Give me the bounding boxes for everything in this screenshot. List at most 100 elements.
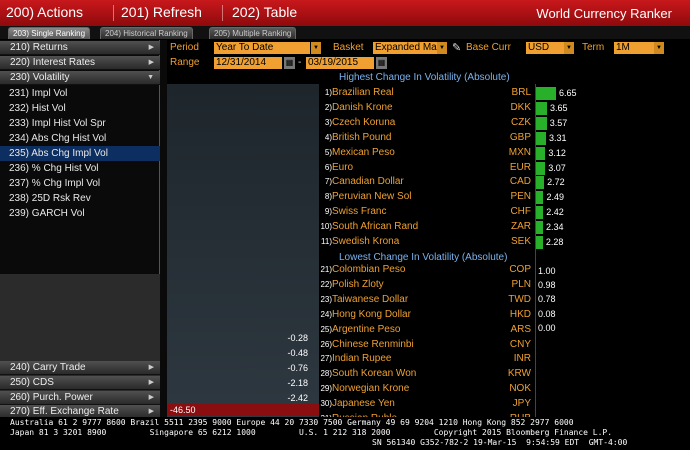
range-separator: - — [298, 57, 302, 68]
currency-code[interactable]: COP — [509, 264, 531, 275]
pencil-icon[interactable]: ✎ — [452, 42, 462, 54]
menu-item-pct-chg-hist-vol[interactable]: 236) % Chg Hist Vol — [9, 163, 99, 174]
menu-volatility[interactable]: 230) Volatility ▼ — [0, 71, 160, 85]
currency-code[interactable]: PEN — [510, 191, 531, 203]
currency-code[interactable]: ARS — [510, 323, 531, 335]
range-start-input[interactable]: 12/31/2014 — [214, 57, 282, 69]
currency-name[interactable]: Colombian Peso — [332, 264, 406, 275]
currency-code[interactable]: CHF — [510, 206, 531, 218]
chevron-down-icon[interactable]: ▼ — [564, 42, 574, 54]
basket-select[interactable]: Expanded Ma — [373, 42, 437, 54]
currency-name[interactable]: Japanese Yen — [332, 398, 395, 410]
base-currency-select[interactable]: USD — [526, 42, 564, 54]
chevron-down-icon[interactable]: ▼ — [311, 42, 321, 54]
refresh-button[interactable]: 201) Refresh — [121, 4, 202, 20]
chevron-right-icon: ▶ — [148, 408, 154, 415]
value-bar — [536, 87, 556, 100]
rank-number: 23) — [320, 294, 332, 304]
currency-code[interactable]: JPY — [512, 398, 531, 410]
currency-code[interactable]: BRL — [511, 87, 531, 98]
currency-code[interactable]: SEK — [510, 236, 531, 247]
currency-code[interactable]: PLN — [511, 278, 531, 290]
menu-item-25d-rsk-rev[interactable]: 238) 25D Rsk Rev — [9, 193, 91, 204]
value-label: -46.50 — [170, 405, 196, 415]
splitter[interactable] — [160, 40, 167, 417]
tab-bar: 203) Single Ranking 204) Historical Rank… — [0, 26, 690, 39]
menu-item-hist-vol[interactable]: 232) Hist Vol — [9, 103, 66, 114]
currency-name[interactable]: South African Rand — [332, 221, 419, 233]
currency-code[interactable]: TWD — [508, 293, 531, 305]
menu-item-impl-hist-vol-spr[interactable]: 233) Impl Hist Vol Spr — [9, 118, 106, 129]
value-bar — [536, 176, 545, 190]
tab-historical-ranking[interactable]: 204) Historical Ranking — [100, 27, 193, 39]
currency-code[interactable]: CZK — [511, 116, 531, 128]
currency-code[interactable]: DKK — [510, 101, 531, 113]
currency-name[interactable]: Swiss Franc — [332, 206, 387, 218]
value-label: 0.78 — [538, 294, 556, 305]
currency-name[interactable]: South Korean Won — [332, 368, 417, 380]
table-button[interactable]: 202) Table — [232, 4, 298, 20]
value-label: 2.42 — [546, 207, 564, 218]
rank-number: 4) — [324, 132, 332, 142]
menu-item-abs-chg-hist-vol[interactable]: 234) Abs Chg Hist Vol — [9, 133, 107, 144]
menu-purch-power[interactable]: 260) Purch. Power ▶ — [0, 391, 160, 405]
currency-code[interactable]: KRW — [507, 368, 531, 380]
menu-interest-rates[interactable]: 220) Interest Rates ▶ — [0, 56, 160, 70]
rank-number: 27) — [320, 354, 332, 364]
currency-code[interactable]: MXN — [508, 146, 531, 158]
currency-name[interactable]: Czech Koruna — [332, 116, 396, 128]
toolbar-divider — [222, 5, 223, 21]
currency-name[interactable]: Indian Rupee — [332, 353, 392, 365]
currency-name[interactable]: Hong Kong Dollar — [332, 308, 411, 320]
rank-number: 26) — [320, 339, 332, 349]
currency-code[interactable]: EUR — [509, 161, 531, 173]
currency-name[interactable]: Swedish Krona — [332, 236, 400, 247]
value-label: 0.00 — [538, 322, 556, 333]
footer: Australia 61 2 9777 8600 Brazil 5511 239… — [0, 417, 690, 450]
term-select[interactable]: 1M — [614, 42, 654, 54]
menu-item-pct-chg-impl-vol[interactable]: 237) % Chg Impl Vol — [9, 178, 101, 189]
menu-item-garch-vol[interactable]: 239) GARCH Vol — [9, 208, 85, 219]
menu-returns[interactable]: 210) Returns ▶ — [0, 41, 160, 55]
actions-button[interactable]: 200) Actions — [6, 4, 84, 20]
value-label: 3.31 — [548, 132, 567, 143]
currency-name[interactable]: Brazilian Real — [332, 87, 394, 98]
currency-name[interactable]: Peruvian New Sol — [332, 191, 412, 203]
chevron-down-icon[interactable]: ▼ — [654, 42, 664, 54]
rank-number: 2) — [324, 102, 332, 112]
value-label: 0.98 — [538, 280, 556, 291]
currency-name[interactable]: Chinese Renminbi — [332, 338, 414, 350]
tab-multiple-ranking[interactable]: 205) Multiple Ranking — [209, 27, 297, 39]
value-label: 1.00 — [538, 266, 556, 276]
currency-name[interactable]: Taiwanese Dollar — [332, 293, 409, 305]
currency-name[interactable]: Mexican Peso — [332, 146, 395, 158]
calendar-icon[interactable]: ▦ — [376, 57, 387, 69]
range-end-input[interactable]: 03/19/2015 — [306, 57, 374, 69]
menu-carry-trade[interactable]: 240) Carry Trade ▶ — [0, 361, 160, 375]
currency-name[interactable]: Euro — [332, 161, 354, 173]
value-label: 3.57 — [549, 117, 568, 128]
menu-item-impl-vol[interactable]: 231) Impl Vol — [9, 88, 68, 99]
calendar-icon[interactable]: ▦ — [284, 57, 295, 69]
currency-name[interactable]: Canadian Dollar — [332, 176, 404, 188]
currency-code[interactable]: GBP — [509, 131, 531, 143]
currency-code[interactable]: INR — [513, 353, 531, 365]
currency-code[interactable]: NOK — [509, 383, 531, 395]
currency-name[interactable]: British Pound — [332, 131, 392, 143]
currency-code[interactable]: ZAR — [511, 221, 531, 233]
currency-code[interactable]: CNY — [509, 338, 531, 350]
period-select[interactable]: Year To Date — [214, 42, 310, 54]
chevron-right-icon: ▶ — [148, 379, 154, 386]
currency-code[interactable]: HKD — [509, 308, 531, 320]
value-bar — [536, 206, 544, 220]
currency-name[interactable]: Norwegian Krone — [332, 383, 410, 395]
currency-name[interactable]: Argentine Peso — [332, 323, 401, 335]
toolbar-divider — [113, 5, 114, 21]
chevron-down-icon[interactable]: ▼ — [437, 42, 447, 54]
menu-cds[interactable]: 250) CDS ▶ — [0, 376, 160, 390]
tab-single-ranking[interactable]: 203) Single Ranking — [8, 27, 91, 39]
menu-item-abs-chg-impl-vol[interactable]: 235) Abs Chg Impl Vol — [0, 146, 160, 161]
currency-name[interactable]: Danish Krone — [332, 101, 393, 113]
currency-code[interactable]: CAD — [509, 176, 531, 188]
currency-name[interactable]: Polish Zloty — [332, 278, 384, 290]
